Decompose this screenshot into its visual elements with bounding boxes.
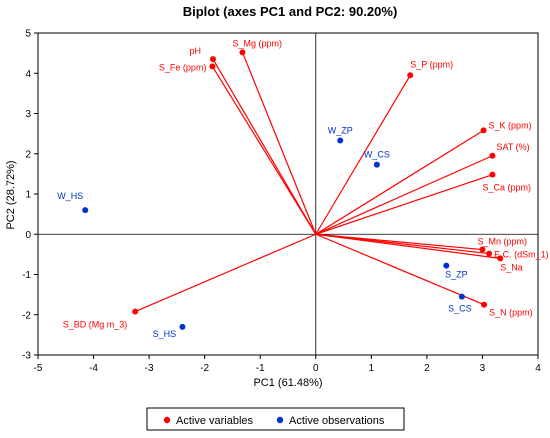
variable-label: SAT (%) — [496, 142, 529, 152]
observation-point — [337, 137, 344, 144]
observation-point — [458, 293, 465, 300]
observation-label: S_CS — [448, 304, 472, 314]
variable-point — [489, 171, 496, 178]
observation-label: W_CS — [364, 150, 390, 160]
variable-point — [481, 301, 488, 308]
variable-point — [479, 246, 486, 253]
variable-label: S_Mg (ppm) — [232, 38, 282, 48]
y-tick-label: 4 — [25, 69, 31, 80]
vector-line — [315, 233, 501, 259]
observation-label: W_ZP — [328, 125, 353, 135]
plot-area: -5 -4 -3 -2 -1 0 1 2 3 4 -3 -2 -1 0 1 2 3 4 5 pH S_Mg (ppm) S… — [22, 29, 549, 375]
legend: Active variables Active observations — [146, 407, 405, 431]
observation-point — [443, 262, 450, 269]
variable-point — [239, 49, 246, 56]
variable-label: E.C. (dSm_1) — [494, 250, 549, 260]
vector-line — [212, 58, 317, 235]
vector-line — [315, 74, 411, 235]
x-tick-label: 1 — [369, 363, 375, 374]
variable-label: S_Ca (ppm) — [482, 183, 531, 193]
vector-line — [241, 52, 317, 235]
legend-marker-variables — [163, 416, 171, 424]
y-tick-label: -3 — [22, 351, 31, 362]
vector-line — [211, 66, 317, 235]
variable-label: S_P (ppm) — [410, 59, 453, 69]
variable-label: S_Mn (ppm) — [477, 237, 527, 247]
vector-line — [315, 129, 484, 235]
variable-point — [210, 56, 216, 63]
observation-point — [179, 323, 186, 330]
x-axis-label: PC1 (61.48%) — [253, 377, 322, 389]
variable-point — [497, 255, 504, 262]
y-tick-label: -1 — [22, 270, 31, 281]
x-tick-label: -2 — [200, 363, 209, 374]
x-tick-label: 2 — [424, 363, 430, 374]
x-tick-label: 0 — [313, 363, 319, 374]
variable-point — [486, 250, 493, 257]
variable-label: S_Na — [500, 262, 523, 272]
variable-point — [209, 63, 216, 70]
y-tick-label: 3 — [25, 109, 31, 120]
variable-label: pH — [189, 46, 201, 56]
y-tick-label: -2 — [22, 310, 31, 321]
x-tick-label: 4 — [535, 363, 541, 374]
variable-point — [480, 127, 487, 134]
x-tick-label: 3 — [480, 363, 486, 374]
variable-point — [407, 72, 414, 79]
observation-label: S_HS — [153, 329, 177, 339]
variable-label: S_BD (Mg m_3) — [63, 320, 128, 330]
legend-box — [146, 407, 405, 431]
vector-line — [315, 155, 493, 235]
legend-label-variables: Active variables — [176, 415, 254, 427]
x-tick-label: -5 — [34, 363, 43, 374]
observation-label: S_ZP — [445, 270, 468, 280]
variable-label: S_K (ppm) — [489, 120, 532, 130]
y-axis-label: PC2 (28.72%) — [5, 160, 17, 229]
legend-marker-observations — [276, 416, 284, 424]
x-tick-label: -4 — [89, 363, 98, 374]
observation-point — [82, 207, 89, 214]
vector-line — [315, 174, 493, 235]
x-tick-label: -3 — [145, 363, 154, 374]
vector-line — [134, 233, 317, 313]
variable-label: S_N (ppm) — [489, 308, 533, 318]
y-tick-label: 1 — [25, 190, 31, 201]
legend-label-observations: Active observations — [289, 415, 385, 427]
chart-title: Biplot (axes PC1 and PC2: 90.20%) — [183, 4, 398, 19]
vector-line — [315, 233, 485, 306]
y-tick-label: 0 — [25, 230, 31, 241]
variable-point — [489, 152, 496, 159]
y-tick-label: 2 — [25, 149, 31, 160]
x-tick-label: -1 — [256, 363, 265, 374]
variable-label: S_Fe (ppm) — [159, 62, 207, 72]
observation-point — [373, 161, 380, 168]
variable-point — [132, 308, 139, 315]
y-tick-label: 5 — [25, 29, 31, 40]
observation-label: W_HS — [57, 191, 83, 201]
